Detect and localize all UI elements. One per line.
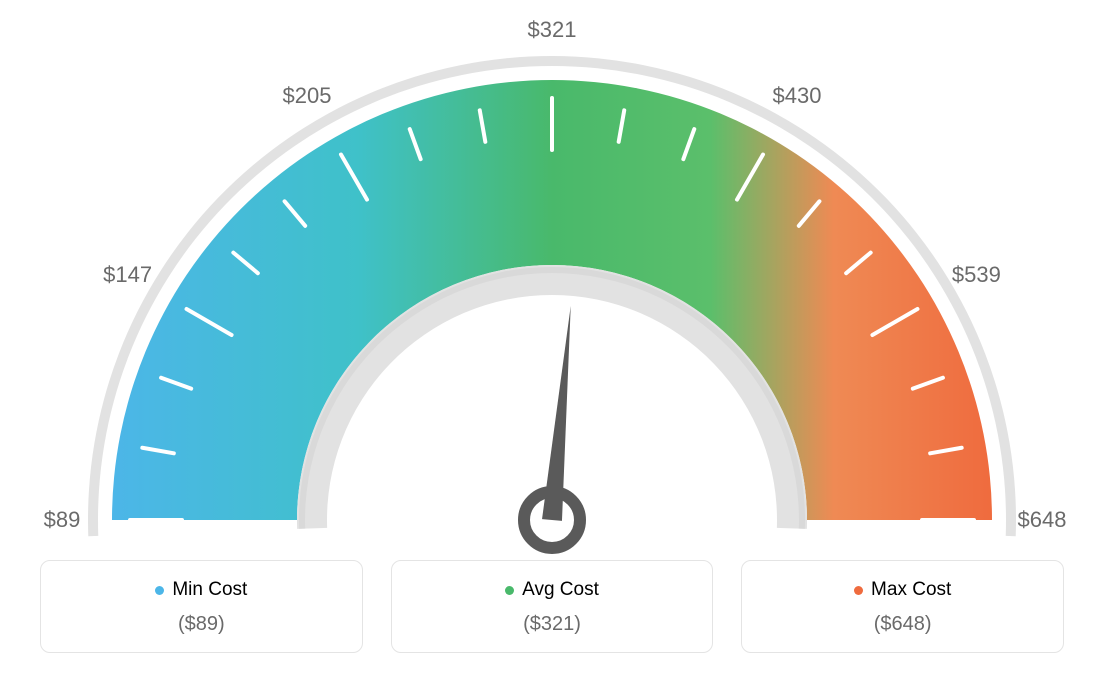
legend-row: Min Cost ($89) Avg Cost ($321) Max Cost … xyxy=(0,560,1104,677)
gauge-tick-label: $147 xyxy=(103,262,152,288)
legend-card-max: Max Cost ($648) xyxy=(741,560,1064,653)
gauge-tick-label: $539 xyxy=(952,262,1001,288)
legend-title-text-min: Min Cost xyxy=(172,579,247,601)
legend-dot-avg xyxy=(505,586,514,595)
gauge-tick-label: $321 xyxy=(528,17,577,43)
gauge-chart: $89 $147 $205 $321 $430 $539 $648 xyxy=(0,0,1104,560)
legend-value-avg: ($321) xyxy=(392,613,713,636)
legend-dot-max xyxy=(854,586,863,595)
gauge-tick-label: $89 xyxy=(44,507,81,533)
legend-value-min: ($89) xyxy=(41,613,362,636)
legend-title-min: Min Cost xyxy=(155,579,247,601)
legend-card-avg: Avg Cost ($321) xyxy=(391,560,714,653)
gauge-tick-label: $430 xyxy=(773,83,822,109)
legend-dot-min xyxy=(155,586,164,595)
gauge-tick-label: $648 xyxy=(1018,507,1067,533)
legend-title-max: Max Cost xyxy=(854,579,951,601)
legend-card-min: Min Cost ($89) xyxy=(40,560,363,653)
legend-title-text-avg: Avg Cost xyxy=(522,579,599,601)
gauge-tick-label: $205 xyxy=(283,83,332,109)
legend-value-max: ($648) xyxy=(742,613,1063,636)
legend-title-text-max: Max Cost xyxy=(871,579,951,601)
legend-title-avg: Avg Cost xyxy=(505,579,599,601)
gauge-svg xyxy=(0,0,1104,560)
